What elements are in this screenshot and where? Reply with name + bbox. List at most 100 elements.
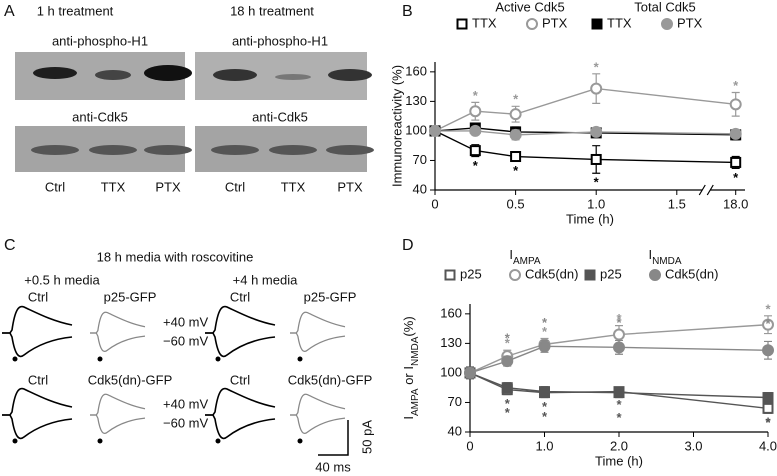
y-axis-label-part: NMDA — [410, 336, 421, 366]
y-tick-label: 40 — [413, 181, 427, 196]
y-tick-label: 130 — [440, 335, 462, 350]
panel-title: 18 h media with roscovitine — [97, 249, 254, 264]
group-label: p25-GFP — [304, 289, 357, 304]
panel-label: A — [4, 3, 15, 20]
legend-marker — [661, 18, 673, 30]
data-point — [501, 355, 514, 368]
significance-label: * — [505, 336, 511, 351]
antibody-label: anti-Cdk5 — [252, 109, 308, 124]
axis-break — [698, 184, 714, 196]
legend-group: IAMPA — [509, 247, 541, 267]
significance-label: * — [594, 175, 600, 190]
legend-label: p25 — [460, 266, 482, 281]
data-point — [469, 124, 482, 137]
group-label: p25-GFP — [104, 289, 157, 304]
significance-label: * — [473, 158, 479, 173]
legend-marker — [649, 269, 661, 281]
significance-label: * — [765, 316, 771, 331]
significance-label: * — [513, 163, 519, 178]
x-tick-label: 2.0 — [610, 438, 628, 453]
data-point — [762, 318, 774, 331]
significance-label: * — [505, 396, 511, 411]
legend-marker — [584, 269, 596, 281]
group-label: Ctrl — [230, 289, 250, 304]
y-tick-label: 160 — [405, 63, 427, 78]
group-label: Cdk5(dn)-GFP — [288, 372, 373, 387]
significance-label: * — [542, 409, 548, 424]
legend-marker — [509, 269, 521, 281]
data-point — [429, 124, 441, 137]
x-tick-label: 4.0 — [759, 438, 777, 453]
x-tick-label: 0 — [466, 438, 473, 453]
antibody-label: anti-phospho-H1 — [232, 33, 328, 48]
data-point — [501, 382, 513, 394]
antibody-label: anti-Cdk5 — [72, 109, 128, 124]
legend-label: PTX — [677, 15, 703, 30]
panel-label: B — [402, 3, 413, 20]
data-point — [729, 98, 742, 111]
scale-label: 40 ms — [315, 459, 351, 474]
y-tick-label: 70 — [413, 152, 427, 167]
y-axis-label: IAMPA or INMDA(%) — [401, 316, 421, 419]
legend-marker — [444, 269, 456, 281]
group-label: Ctrl — [230, 372, 250, 387]
significance-label: * — [733, 170, 739, 185]
data-point — [538, 340, 551, 353]
significance-label: * — [765, 301, 771, 316]
significance-label: * — [765, 415, 771, 430]
significance-label: * — [616, 315, 622, 330]
data-point — [613, 328, 625, 341]
x-tick-label: 0.5 — [507, 196, 525, 211]
legend-group-part: I — [509, 247, 513, 262]
significance-label: * — [542, 324, 548, 339]
group-label: Ctrl — [28, 289, 48, 304]
x-tick-label: 18.0 — [723, 196, 748, 211]
data-point — [613, 387, 625, 399]
condition-label: 1 h treatment — [37, 3, 114, 18]
data-point — [509, 108, 522, 121]
legend-label: p25 — [600, 266, 622, 281]
legend-label: PTX — [542, 15, 568, 30]
data-point — [590, 82, 603, 95]
data-point — [469, 145, 481, 157]
panel-label: D — [402, 237, 414, 254]
y-tick-label: 100 — [405, 122, 427, 137]
data-point — [590, 153, 602, 165]
condition-label: 18 h treatment — [230, 3, 314, 18]
data-point — [509, 128, 522, 141]
significance-label: * — [616, 311, 622, 326]
legend-group: Active Cdk5 — [495, 0, 564, 14]
data-point — [464, 366, 476, 379]
y-axis-label-part: I — [401, 366, 416, 370]
significance-label: * — [505, 405, 511, 420]
data-point — [762, 392, 774, 404]
legend-group-part: NMDA — [652, 256, 682, 267]
x-tick-label: 1.0 — [535, 438, 553, 453]
legend-group-part: AMPA — [513, 256, 541, 267]
y-axis-label: Immunoreactivity (%) — [389, 65, 404, 187]
legend-label: TTX — [472, 15, 497, 30]
x-tick-label: 3.0 — [684, 438, 702, 453]
significance-label: * — [733, 78, 739, 93]
data-point — [590, 125, 603, 138]
significance-label: * — [513, 92, 519, 107]
panel-label: C — [4, 237, 16, 254]
holding-label: +40 mV — [163, 314, 208, 329]
holding-label: +40 mV — [163, 396, 208, 411]
x-tick-label: 1.5 — [668, 196, 686, 211]
y-tick-label: 40 — [448, 423, 462, 438]
y-axis-label-part: (%) — [401, 316, 416, 336]
legend-label: Cdk5(dn) — [665, 266, 718, 281]
significance-label: * — [616, 410, 622, 425]
legend-marker — [526, 18, 538, 30]
y-tick-label: 130 — [405, 93, 427, 108]
holding-label: −60 mV — [163, 415, 208, 430]
significance-label: * — [542, 315, 548, 330]
x-axis-label: Time (h) — [566, 211, 614, 226]
current-traces — [1, 305, 349, 456]
significance-label: * — [616, 397, 622, 412]
x-tick-label: 1.0 — [587, 196, 605, 211]
significance-label: * — [473, 88, 479, 103]
lane-label: PTX — [337, 179, 363, 194]
legend-group-part: I — [648, 247, 652, 262]
